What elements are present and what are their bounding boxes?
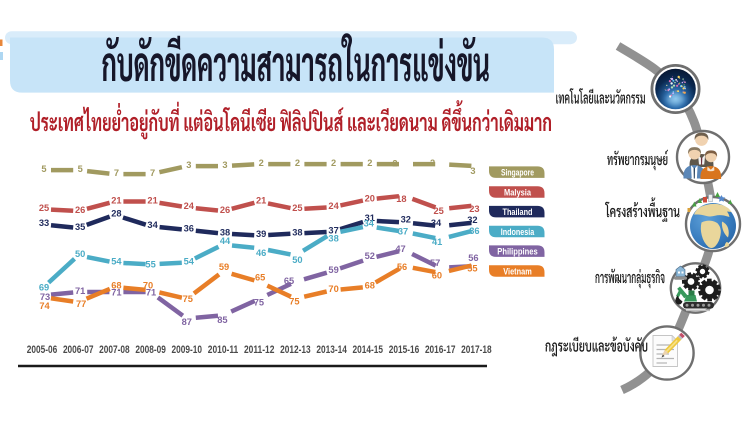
svg-text:65: 65 bbox=[255, 273, 265, 283]
svg-text:2012-13: 2012-13 bbox=[280, 344, 311, 356]
svg-text:25: 25 bbox=[39, 203, 49, 213]
svg-text:38: 38 bbox=[292, 227, 302, 237]
svg-text:2017-18: 2017-18 bbox=[461, 344, 492, 356]
svg-text:Singapore: Singapore bbox=[501, 168, 534, 178]
svg-text:2: 2 bbox=[259, 158, 264, 168]
svg-text:21: 21 bbox=[111, 195, 121, 205]
svg-text:54: 54 bbox=[111, 256, 122, 266]
svg-text:75: 75 bbox=[254, 297, 264, 307]
svg-text:7: 7 bbox=[114, 168, 119, 178]
svg-text:52: 52 bbox=[365, 251, 375, 261]
svg-text:Thailand: Thailand bbox=[503, 207, 533, 217]
svg-text:2008-09: 2008-09 bbox=[135, 344, 166, 356]
svg-text:2011-12: 2011-12 bbox=[244, 344, 275, 356]
svg-text:37: 37 bbox=[398, 227, 408, 237]
svg-text:25: 25 bbox=[434, 206, 444, 216]
svg-text:57: 57 bbox=[430, 258, 440, 268]
svg-text:21: 21 bbox=[256, 195, 266, 205]
svg-text:32: 32 bbox=[401, 215, 411, 225]
svg-text:68: 68 bbox=[365, 281, 375, 291]
svg-text:77: 77 bbox=[76, 299, 86, 309]
svg-text:75: 75 bbox=[289, 297, 299, 307]
svg-text:59: 59 bbox=[328, 265, 338, 275]
svg-text:Philippines: Philippines bbox=[497, 247, 538, 257]
svg-text:2009-10: 2009-10 bbox=[172, 344, 203, 356]
svg-text:18: 18 bbox=[396, 194, 406, 204]
svg-text:36: 36 bbox=[184, 224, 194, 234]
svg-text:2005-06: 2005-06 bbox=[27, 344, 58, 356]
svg-text:85: 85 bbox=[217, 315, 227, 325]
svg-text:2015-16: 2015-16 bbox=[389, 344, 420, 356]
svg-text:25: 25 bbox=[292, 203, 302, 213]
svg-text:Malysia: Malysia bbox=[504, 187, 532, 197]
svg-text:36: 36 bbox=[469, 226, 479, 236]
svg-text:56: 56 bbox=[468, 253, 478, 263]
svg-text:2014-15: 2014-15 bbox=[353, 344, 384, 356]
svg-text:28: 28 bbox=[111, 209, 121, 219]
svg-text:65: 65 bbox=[284, 276, 294, 286]
svg-text:Vietnam: Vietnam bbox=[503, 266, 532, 276]
svg-text:2: 2 bbox=[331, 158, 336, 168]
svg-text:87: 87 bbox=[182, 317, 192, 327]
svg-text:24: 24 bbox=[184, 201, 195, 211]
svg-text:2010-11: 2010-11 bbox=[208, 344, 239, 356]
svg-text:21: 21 bbox=[147, 195, 157, 205]
svg-text:2: 2 bbox=[392, 158, 397, 168]
svg-text:5: 5 bbox=[78, 164, 83, 174]
svg-text:55: 55 bbox=[467, 264, 477, 274]
svg-text:33: 33 bbox=[39, 218, 49, 228]
svg-text:3: 3 bbox=[470, 166, 475, 176]
svg-text:50: 50 bbox=[292, 255, 302, 265]
svg-text:2007-08: 2007-08 bbox=[99, 344, 130, 356]
svg-text:5: 5 bbox=[41, 164, 46, 174]
svg-text:50: 50 bbox=[75, 249, 85, 259]
svg-text:38: 38 bbox=[328, 234, 338, 244]
svg-text:56: 56 bbox=[397, 262, 407, 272]
svg-text:35: 35 bbox=[75, 222, 85, 232]
svg-text:3: 3 bbox=[186, 160, 191, 170]
svg-text:3: 3 bbox=[222, 160, 227, 170]
svg-text:2: 2 bbox=[295, 158, 300, 168]
svg-text:2013-14: 2013-14 bbox=[316, 344, 347, 356]
svg-text:44: 44 bbox=[220, 236, 231, 246]
svg-text:46: 46 bbox=[256, 248, 266, 258]
svg-text:2006-07: 2006-07 bbox=[63, 344, 94, 356]
svg-text:68: 68 bbox=[111, 281, 121, 291]
svg-text:32: 32 bbox=[467, 215, 477, 225]
svg-text:47: 47 bbox=[395, 244, 405, 254]
svg-text:34: 34 bbox=[364, 218, 375, 228]
svg-text:55: 55 bbox=[145, 259, 155, 269]
svg-text:34: 34 bbox=[431, 218, 442, 228]
svg-text:26: 26 bbox=[220, 205, 230, 215]
svg-text:2016-17: 2016-17 bbox=[425, 344, 456, 356]
svg-text:2: 2 bbox=[367, 158, 372, 168]
svg-text:70: 70 bbox=[328, 284, 338, 294]
svg-text:41: 41 bbox=[432, 237, 442, 247]
svg-text:70: 70 bbox=[143, 280, 153, 290]
svg-text:54: 54 bbox=[184, 256, 195, 266]
svg-text:74: 74 bbox=[39, 301, 50, 311]
svg-text:26: 26 bbox=[75, 205, 85, 215]
svg-text:69: 69 bbox=[39, 282, 49, 292]
svg-text:71: 71 bbox=[75, 286, 85, 296]
svg-text:60: 60 bbox=[432, 271, 442, 281]
svg-text:7: 7 bbox=[150, 168, 155, 178]
svg-text:23: 23 bbox=[469, 204, 479, 214]
svg-text:34: 34 bbox=[147, 220, 158, 230]
svg-text:2: 2 bbox=[430, 158, 435, 168]
svg-text:24: 24 bbox=[328, 201, 339, 211]
svg-text:59: 59 bbox=[219, 262, 229, 272]
svg-text:75: 75 bbox=[183, 294, 193, 304]
svg-text:20: 20 bbox=[365, 193, 375, 203]
svg-text:Indonesia: Indonesia bbox=[501, 227, 535, 237]
svg-text:39: 39 bbox=[256, 229, 266, 239]
